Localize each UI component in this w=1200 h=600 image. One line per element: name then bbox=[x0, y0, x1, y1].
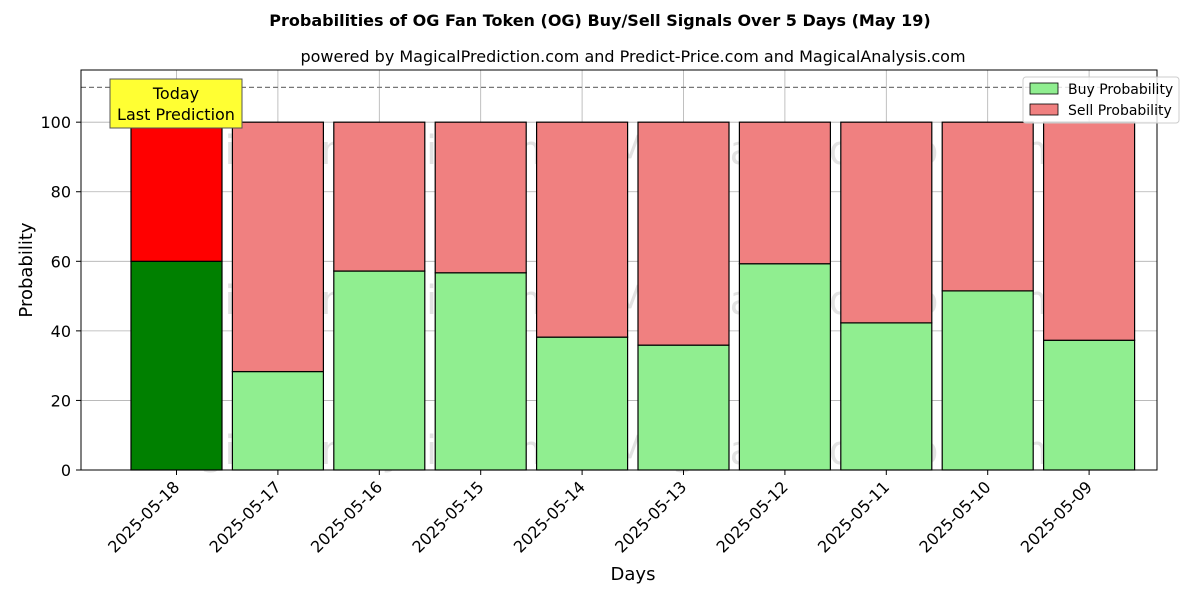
buy-bar bbox=[535, 336, 629, 471]
y-tick-label: 60 bbox=[51, 252, 71, 271]
legend-frame bbox=[1022, 76, 1180, 124]
annotation-line-2: Last Prediction bbox=[117, 105, 235, 124]
today-annotation: Today Last Prediction bbox=[109, 78, 243, 129]
annotation-line-1: Today bbox=[152, 84, 199, 103]
legend-label-buy: Buy Probability bbox=[1068, 82, 1173, 98]
buy-bar bbox=[637, 344, 730, 471]
y-tick-label: 100 bbox=[40, 113, 71, 132]
y-axis-label: Probability bbox=[16, 222, 37, 317]
sell-bar bbox=[1042, 121, 1136, 341]
sell-bar bbox=[535, 121, 629, 338]
sell-bar bbox=[231, 121, 324, 373]
buy-bar bbox=[840, 322, 933, 471]
buy-bar bbox=[1042, 339, 1136, 471]
y-tick-label: 0 bbox=[61, 461, 71, 480]
x-tick-label: 2025-05-15 bbox=[408, 477, 487, 556]
x-tick-label: 2025-05-10 bbox=[915, 477, 994, 556]
chart-subtitle: powered by MagicalPrediction.com and Pre… bbox=[300, 47, 965, 66]
buy-bar bbox=[130, 260, 223, 471]
buy-bar bbox=[738, 263, 832, 471]
x-tick-label: 2025-05-18 bbox=[104, 477, 183, 556]
y-tick-label: 40 bbox=[51, 322, 71, 341]
plot-frame bbox=[80, 69, 1158, 471]
buy-bar bbox=[941, 290, 1034, 471]
sell-bar bbox=[637, 121, 730, 346]
sell-bar bbox=[434, 121, 527, 274]
x-tick-label: 2025-05-11 bbox=[814, 477, 893, 556]
x-tick-label: 2025-05-13 bbox=[611, 477, 690, 556]
x-tick-label: 2025-05-12 bbox=[713, 477, 792, 556]
x-tick-label: 2025-05-17 bbox=[206, 477, 285, 556]
x-axis-label: Days bbox=[611, 564, 656, 585]
y-tick-label: 20 bbox=[51, 391, 71, 410]
sell-bar bbox=[130, 121, 223, 262]
chart-title: Probabilities of OG Fan Token (OG) Buy/S… bbox=[269, 11, 930, 30]
sell-bar bbox=[941, 121, 1034, 292]
sell-bar bbox=[840, 121, 933, 324]
x-tick-label: 2025-05-09 bbox=[1017, 477, 1096, 556]
sell-bar bbox=[333, 121, 426, 272]
buy-bar bbox=[434, 272, 527, 471]
legend-label-sell: Sell Probability bbox=[1068, 103, 1172, 119]
legend: Buy Probability Sell Probability bbox=[1022, 76, 1180, 124]
y-tick-layer: 0 20 40 60 80 100 bbox=[40, 113, 81, 480]
buy-bar bbox=[333, 270, 426, 471]
x-tick-label: 2025-05-14 bbox=[510, 477, 589, 556]
legend-swatch-sell bbox=[1029, 103, 1059, 116]
x-tick-label: 2025-05-16 bbox=[307, 477, 386, 556]
bar-layer bbox=[130, 121, 1136, 471]
sell-bar bbox=[738, 121, 832, 265]
buy-bar bbox=[231, 370, 324, 471]
annotation-box bbox=[109, 78, 243, 129]
x-tick-layer: 2025-05-18 2025-05-17 2025-05-16 2025-05-15… bbox=[104, 470, 1096, 557]
y-tick-label: 80 bbox=[51, 183, 71, 202]
legend-swatch-buy bbox=[1029, 82, 1059, 95]
